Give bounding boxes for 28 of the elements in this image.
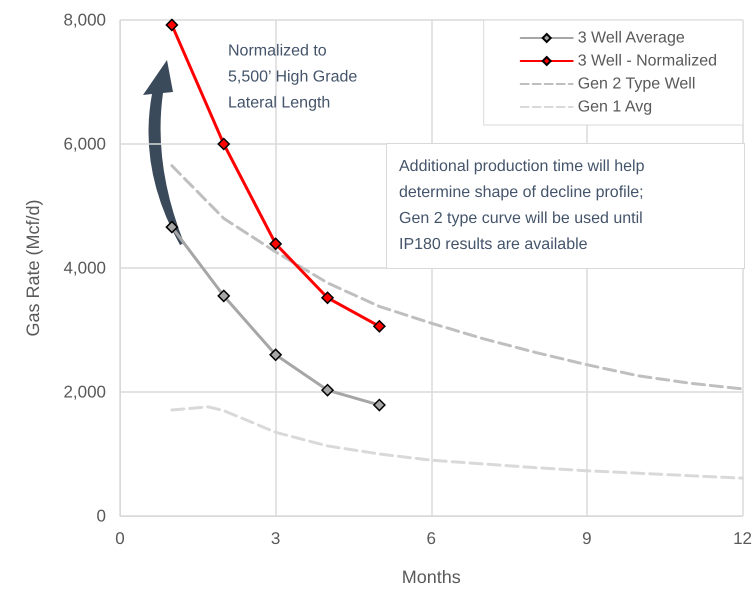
point (218, 290, 230, 302)
x-tick-label: 6 (426, 529, 436, 548)
y-axis-title: Gas Rate (Mcf/d) (23, 199, 43, 337)
point (166, 18, 178, 32)
point (269, 238, 282, 250)
point (321, 384, 334, 396)
point (373, 320, 386, 333)
x-tick-label: 12 (733, 529, 752, 548)
legend-label: 3 Well Average (578, 30, 685, 46)
legend-label: Gen 1 Avg (578, 98, 652, 116)
y-tick-label: 6,000 (63, 134, 106, 154)
x-tick-label: 9 (582, 529, 592, 548)
y-tick-label: 0 (96, 506, 106, 526)
annotation: Normalized to 5,500’ High Grade Lateral Length (228, 42, 358, 112)
x-axis-title: Months (402, 567, 461, 587)
point (269, 348, 282, 362)
point (373, 398, 386, 412)
legend-label: Gen 2 Type Well (578, 76, 696, 92)
text-box: Additional production time will help determine shape of decline profile; Gen 2 type curve will be used until IP180 results are available (386, 143, 745, 269)
y-tick-label: 4,000 (63, 258, 106, 278)
x-tick-label: 3 (270, 529, 280, 548)
point (218, 138, 230, 150)
point (321, 292, 334, 304)
y-tick-label: 8,000 (63, 10, 106, 30)
legend-label: 3 Well - Normalized (578, 52, 717, 70)
point (166, 220, 178, 234)
x-tick-label: 0 (115, 529, 125, 548)
y-tick-label: 2,000 (63, 382, 106, 402)
